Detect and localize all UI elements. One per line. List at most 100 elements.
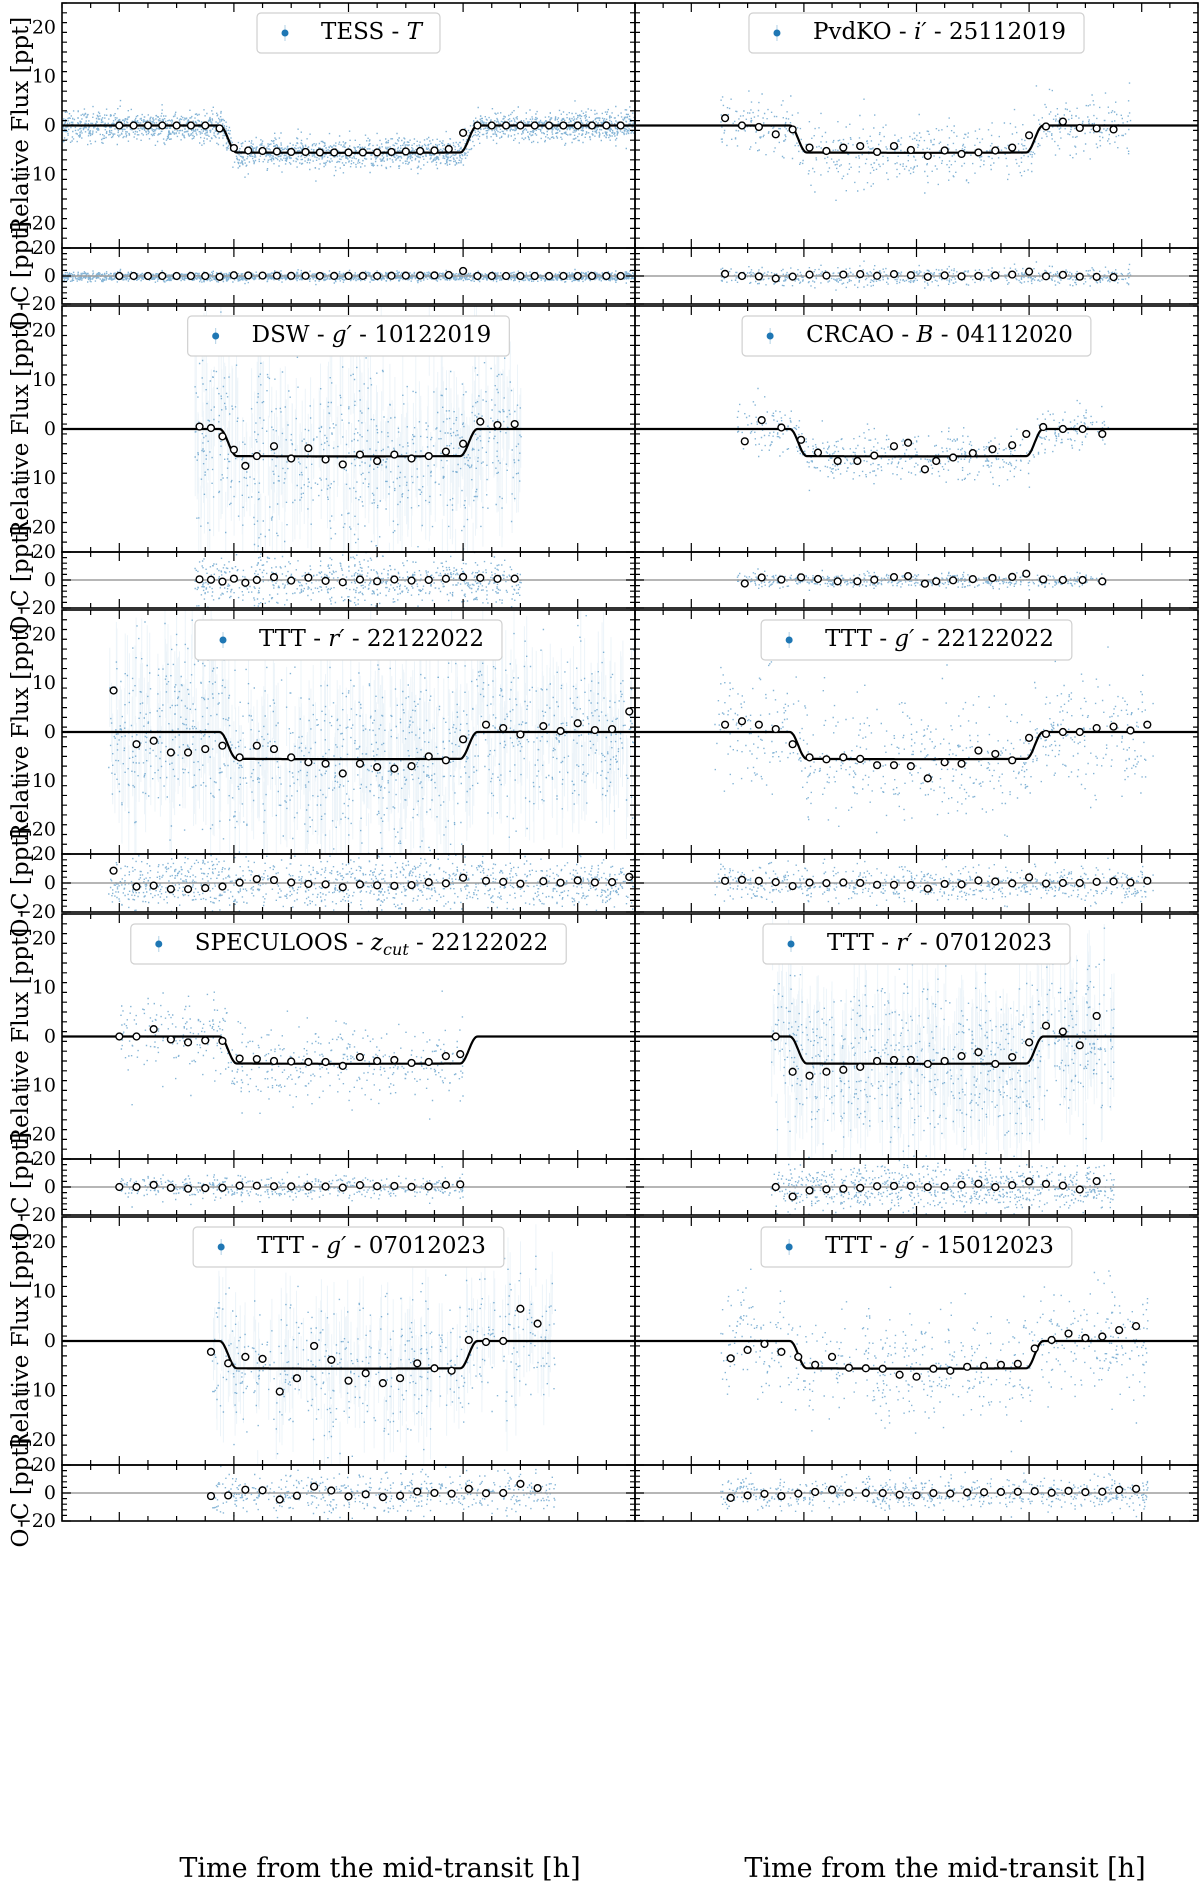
binned-residual-point [215, 272, 224, 281]
binned-point [252, 1054, 261, 1064]
binned-residual-point [1058, 575, 1067, 585]
binned-residual-point [988, 573, 997, 583]
binned-point [771, 130, 780, 139]
binned-residual-point [321, 880, 330, 889]
binned-residual-point [287, 878, 296, 887]
y-tick-label-residual: 20 [32, 541, 56, 563]
binned-residual-point [1039, 575, 1048, 584]
binned-point [272, 147, 281, 156]
binned-point [607, 724, 617, 734]
binned-residual-point [430, 1488, 439, 1498]
binned-residual-point [1058, 1181, 1067, 1190]
binned-residual-point [720, 269, 730, 279]
legend-box [192, 1226, 505, 1268]
raw-points [720, 82, 1132, 201]
binned-point [501, 121, 511, 130]
binned-residual-point [287, 1182, 296, 1191]
raw-points [194, 306, 522, 552]
binned-point [252, 451, 261, 461]
legend-marker [155, 940, 163, 948]
binned-point [616, 121, 625, 130]
binned-point [903, 438, 913, 447]
binned-point [788, 740, 797, 749]
binned-residual-point [878, 1488, 887, 1498]
binned-residual-point [796, 573, 806, 582]
binned-point [373, 763, 382, 772]
legend-box [760, 619, 1073, 661]
legend-label: SPECULOOS - zcut - 22122022 [195, 930, 548, 959]
y-tick-label: 10 [32, 1280, 56, 1302]
binned-residual-point [516, 1479, 525, 1489]
transit-model-curve [635, 427, 1198, 458]
binned-residual-point [556, 878, 565, 887]
ticks [634, 2, 1199, 305]
binned-residual-point [974, 271, 983, 281]
binned-point [287, 454, 296, 463]
binned-residual-point [856, 1183, 865, 1193]
binned-point [979, 1361, 989, 1370]
binned-residual-point [602, 271, 611, 281]
legend-label: TTT - r′ - 22122022 [259, 626, 484, 652]
binned-point [805, 143, 814, 152]
legend-marker [787, 940, 795, 948]
binned-residual-point [476, 573, 485, 583]
binned-point [906, 145, 915, 155]
ticks [61, 913, 636, 1216]
binned-point [373, 1056, 382, 1066]
binned-point [754, 720, 763, 729]
binned-point [172, 121, 181, 130]
binned-residual-point [957, 880, 966, 889]
binned-point [327, 1355, 336, 1364]
binned-point [229, 143, 239, 153]
binned-residual-point [1030, 1487, 1039, 1496]
binned-residual-point [272, 271, 281, 280]
binned-residual-point [424, 878, 433, 887]
binned-point [481, 1337, 491, 1347]
binned-residual-point [827, 1485, 837, 1494]
binned-point [878, 1364, 887, 1373]
y-axis-title-residual: O-C [ppt] [8, 828, 34, 937]
binned-residual-point [903, 572, 913, 581]
binned-point [559, 121, 568, 130]
binned-residual-point [1041, 1179, 1051, 1189]
binned-residual-point [516, 271, 525, 281]
binned-residual-point [974, 876, 983, 885]
binned-residual-point [269, 875, 279, 885]
legend: PvdKO - i′ - 25112019 [748, 12, 1085, 54]
binned-residual-point [1022, 569, 1031, 578]
binned-residual-point [1126, 878, 1135, 887]
binned-point [516, 730, 525, 739]
binned-residual-point [822, 1185, 831, 1194]
panel-4: CRCAO - B - 04112020 [634, 305, 1199, 609]
legend-label: TTT - g′ - 15012023 [825, 1233, 1054, 1259]
transit-model-curve [635, 730, 1198, 761]
binned-residual-point [737, 271, 747, 281]
y-tick-label: −10 [16, 1075, 56, 1097]
binned-point [481, 720, 491, 729]
binned-point [539, 722, 548, 731]
binned-point [940, 758, 949, 767]
x-axis-titles: Time from the mid-transit [h] Time from … [179, 1853, 1145, 1884]
binned-residual-point [304, 573, 313, 582]
binned-point [361, 1369, 370, 1378]
y-tick-label: −20 [16, 1124, 56, 1146]
binned-point [757, 416, 766, 425]
legend-label: DSW - g′ - 10122019 [252, 322, 492, 348]
binned-point [287, 1057, 296, 1066]
binned-point [158, 121, 167, 130]
binned-residual-point [839, 1184, 848, 1193]
binned-residual-point [441, 879, 451, 888]
binned-residual-point [413, 1487, 422, 1496]
binned-residual-point [1109, 877, 1118, 886]
binned-residual-point [241, 578, 250, 587]
binned-residual-point [771, 1182, 780, 1192]
binned-residual-point [979, 1488, 989, 1497]
legend-box [748, 12, 1085, 54]
binned-point [872, 1056, 882, 1066]
binned-residual-point [252, 1181, 261, 1190]
binned-point [304, 758, 313, 767]
binned-residual-point [872, 880, 882, 889]
binned-residual-point [1024, 1177, 1034, 1186]
ticks [634, 913, 1199, 1216]
